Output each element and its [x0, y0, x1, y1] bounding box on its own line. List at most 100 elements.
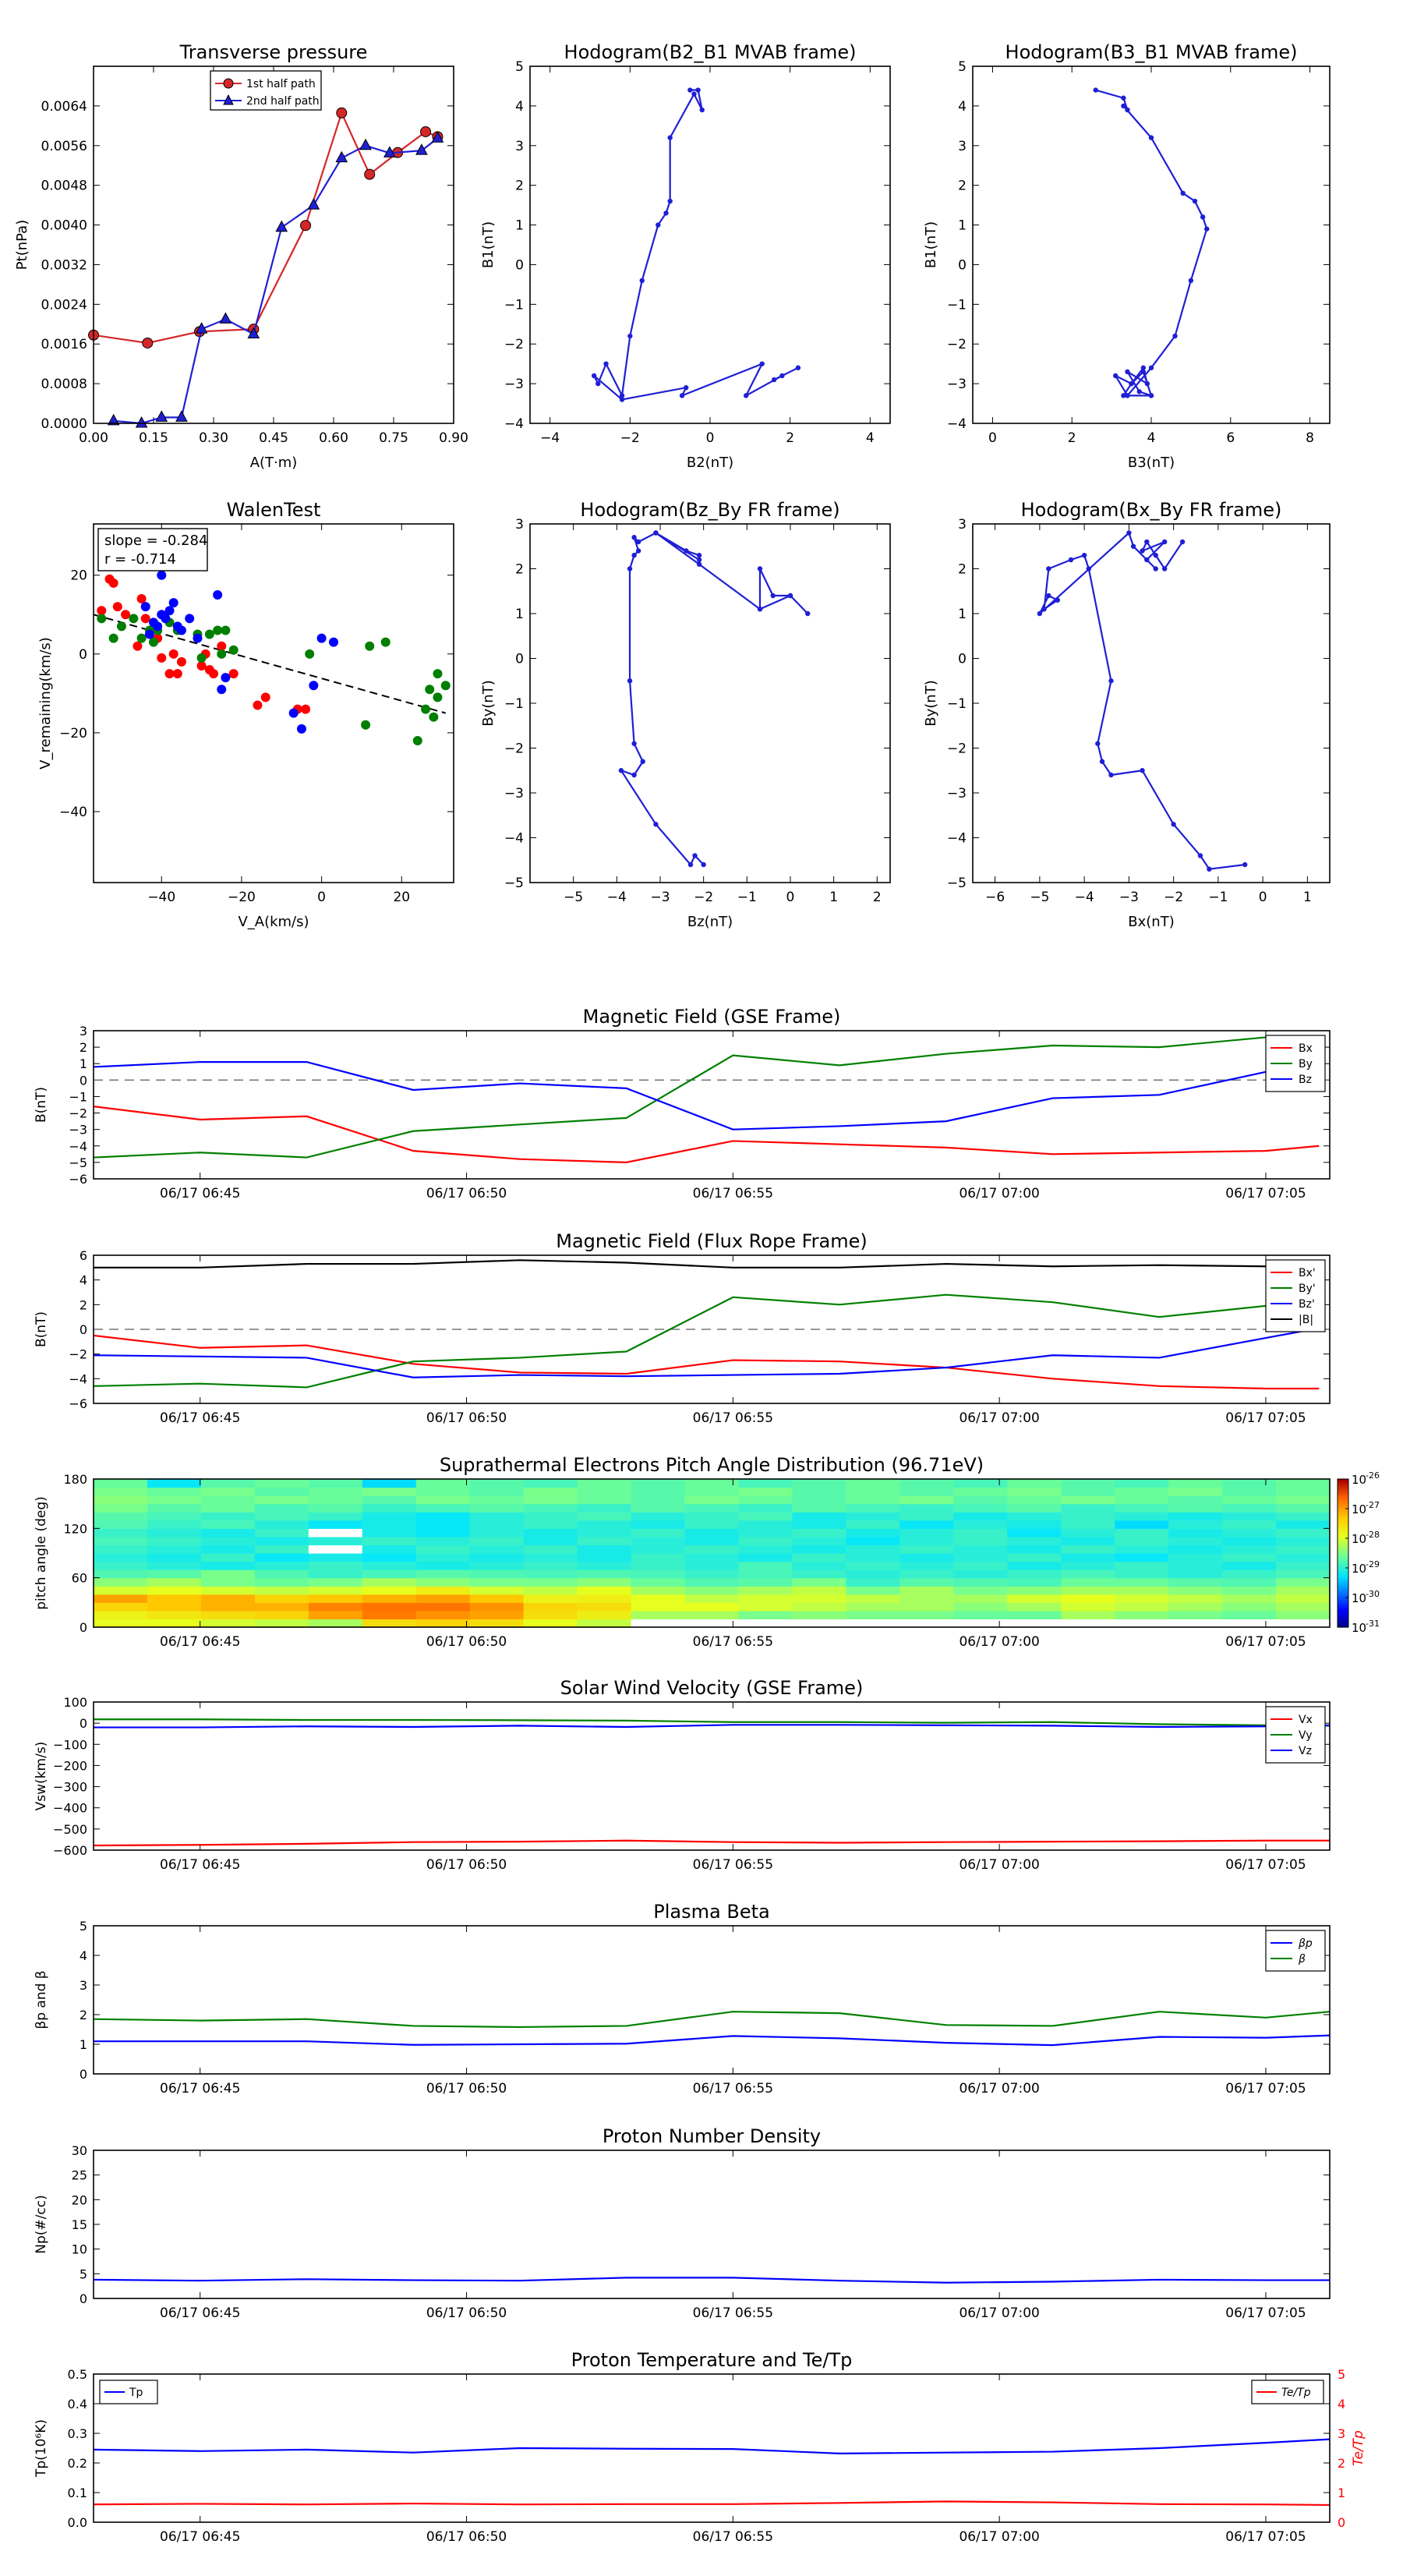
- x-tick-label: −5: [564, 890, 583, 905]
- heatmap-cell: [523, 1586, 578, 1595]
- heatmap-cell: [577, 1561, 632, 1570]
- data-point: [603, 361, 609, 366]
- y-tick-label: −4: [947, 831, 967, 847]
- heatmap-cell: [200, 1528, 256, 1537]
- data-point: [627, 566, 633, 571]
- heatmap-cell: [738, 1528, 793, 1537]
- y-tick-label: −1: [69, 1089, 87, 1104]
- heatmap-cell: [1007, 1536, 1062, 1546]
- data-point: [433, 692, 443, 702]
- data-point: [701, 862, 706, 868]
- heatmap-cell: [631, 1602, 686, 1612]
- heatmap-cell: [200, 1503, 256, 1513]
- heatmap-cell: [846, 1487, 900, 1496]
- heatmap-cell: [577, 1479, 632, 1488]
- data-point: [667, 135, 673, 140]
- heatmap-cell: [362, 1619, 417, 1628]
- x-tick-label: 06/17 07:00: [959, 1857, 1039, 1873]
- colorbar-segment: [1338, 1590, 1348, 1594]
- data-point: [687, 862, 694, 868]
- data-point: [1161, 566, 1168, 571]
- heatmap-cell: [577, 1586, 632, 1595]
- heatmap-cell: [94, 1610, 148, 1620]
- heatmap-cell: [684, 1610, 740, 1620]
- pitch-angle-distribution-chart: Suprathermal Electrons Pitch Angle Distr…: [34, 1454, 1380, 1650]
- data-point: [1108, 678, 1114, 684]
- heatmap-cell: [631, 1528, 686, 1537]
- y-tick-label: 30: [72, 2143, 87, 2158]
- data-point: [157, 570, 167, 580]
- y-tick-label: 5: [515, 59, 524, 75]
- heatmap-cell: [1007, 1561, 1062, 1570]
- heatmap-cell: [1168, 1569, 1223, 1579]
- heatmap-cell: [362, 1586, 417, 1595]
- heatmap-cell: [523, 1602, 578, 1612]
- data-point: [365, 641, 375, 651]
- proton-temperature-frame: [93, 2373, 1331, 2523]
- heatmap-cell: [899, 1594, 954, 1603]
- colorbar-segment: [1338, 1541, 1348, 1544]
- heatmap-cell: [631, 1553, 686, 1562]
- heatmap-cell: [577, 1503, 632, 1513]
- heatmap-cell: [308, 1602, 363, 1612]
- heatmap-cell: [469, 1577, 525, 1587]
- heatmap-cell: [415, 1553, 471, 1562]
- data-point: [260, 692, 270, 702]
- series-line-Tp: [93, 2438, 1331, 2454]
- data-point: [631, 772, 637, 778]
- series-line-hodogram: [593, 89, 799, 401]
- data-point: [288, 708, 299, 718]
- heatmap-cell: [94, 1528, 148, 1537]
- y-tick-label: −2: [947, 741, 967, 757]
- y-tick-label: 15: [72, 2217, 87, 2232]
- heatmap-cell: [362, 1503, 417, 1513]
- legend-label: Te/Tp: [1281, 2387, 1311, 2399]
- colorbar-segment: [1338, 1585, 1348, 1588]
- heatmap-cell: [899, 1536, 954, 1546]
- colorbar-segment: [1338, 1568, 1348, 1571]
- heatmap-cell: [94, 1487, 148, 1496]
- heatmap-cell: [1276, 1619, 1331, 1628]
- heatmap-cell: [1061, 1479, 1115, 1488]
- x-tick-label: 06/17 06:45: [160, 1857, 240, 1873]
- data-point: [695, 87, 701, 93]
- x-tick-label: 0.30: [199, 430, 228, 446]
- heatmap-cell: [147, 1528, 202, 1537]
- heatmap-cell: [469, 1503, 525, 1513]
- hodogram-bx-by-chart: Hodogram(Bx_By FR frame) −6 −5 −4 −3 −2 −1 0 1 −5…: [923, 499, 1331, 930]
- data-point: [744, 393, 749, 398]
- hodogram-b3-b1-chart: Hodogram(B3_B1 MVAB frame) 0 2 4 6 8 −4 −3 −2 −1 0…: [923, 41, 1331, 471]
- x-tick-label: 2: [1068, 430, 1076, 446]
- data-point: [687, 87, 693, 93]
- heatmap-cell: [94, 1495, 148, 1505]
- legend-label: Vy: [1299, 1729, 1313, 1742]
- x-tick-label: 06/17 06:45: [160, 2529, 240, 2545]
- heatmap-cell: [899, 1503, 954, 1513]
- chart-title: Magnetic Field (GSE Frame): [583, 1006, 841, 1028]
- heatmap-cell: [308, 1619, 363, 1628]
- colorbar-segment: [1338, 1545, 1348, 1549]
- heatmap-cell: [846, 1528, 900, 1537]
- data-point: [136, 633, 147, 643]
- x-tick-label: 06/17 06:50: [426, 2305, 507, 2321]
- x-tick-label: 06/17 06:55: [693, 2529, 773, 2545]
- heatmap-cell: [631, 1545, 686, 1554]
- x-tick-label: 06/17 06:45: [160, 2081, 240, 2097]
- legend-left: Tp: [99, 2380, 158, 2404]
- colorbar-segment: [1338, 1496, 1348, 1499]
- colorbar-segment: [1338, 1573, 1348, 1576]
- x-axis-label: B3(nT): [1128, 455, 1175, 471]
- heatmap-cell: [792, 1569, 846, 1579]
- legend-label: β: [1298, 1953, 1306, 1966]
- heatmap-cell: [846, 1569, 900, 1579]
- heatmap-cell: [953, 1512, 1008, 1521]
- x-tick-label: 06/17 06:55: [693, 2081, 773, 2097]
- data-point: [301, 704, 311, 714]
- heatmap-cell: [200, 1536, 256, 1546]
- magnetic-field-gse-chart: Magnetic Field (GSE Frame) −6 −5−4−3 −2 −10 1…: [34, 1006, 1331, 1201]
- data-point: [618, 768, 624, 773]
- x-tick-label: 0.45: [259, 430, 288, 446]
- heatmap-cell: [147, 1586, 202, 1595]
- heatmap-cell: [1061, 1520, 1115, 1529]
- heatmap-cell: [308, 1479, 363, 1488]
